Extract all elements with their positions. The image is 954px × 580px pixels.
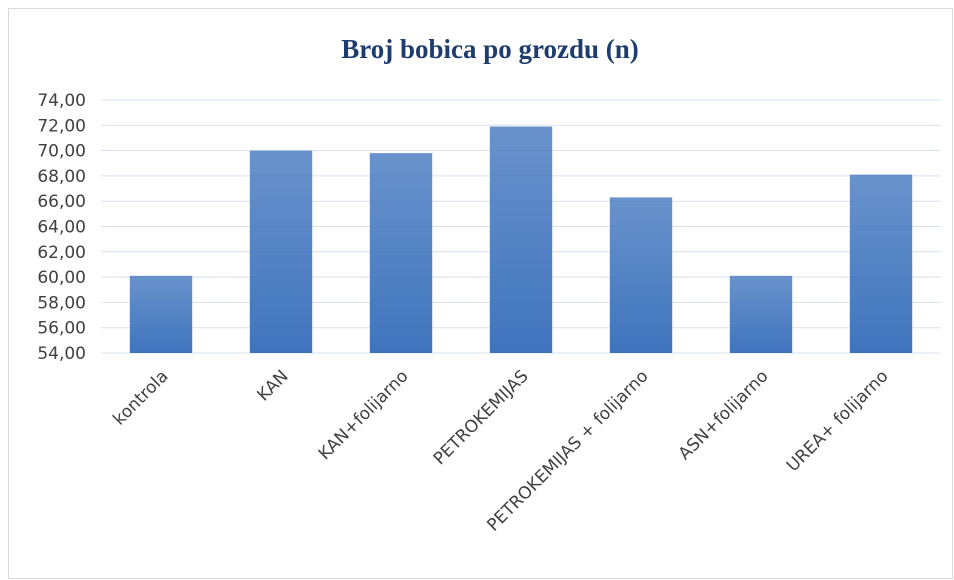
bar [369, 153, 433, 353]
bar [249, 150, 313, 353]
y-tick-label: 72,00 [37, 116, 86, 136]
bar [849, 174, 913, 353]
y-tick-label: 54,00 [37, 344, 86, 364]
y-tick-label: 70,00 [37, 142, 86, 162]
chart-title: Broj bobica po grozdu (n) [341, 34, 639, 64]
y-tick-label: 66,00 [37, 192, 86, 212]
bar [489, 126, 553, 353]
bar [729, 275, 793, 353]
y-tick-label: 74,00 [37, 91, 86, 111]
y-tick-label: 64,00 [37, 218, 86, 238]
y-tick-label: 62,00 [37, 243, 86, 263]
y-tick-label: 58,00 [37, 293, 86, 313]
y-tick-label: 56,00 [37, 319, 86, 339]
bar [609, 197, 673, 353]
bar [129, 275, 193, 353]
y-tick-label: 60,00 [37, 268, 86, 288]
y-tick-label: 68,00 [37, 167, 86, 187]
